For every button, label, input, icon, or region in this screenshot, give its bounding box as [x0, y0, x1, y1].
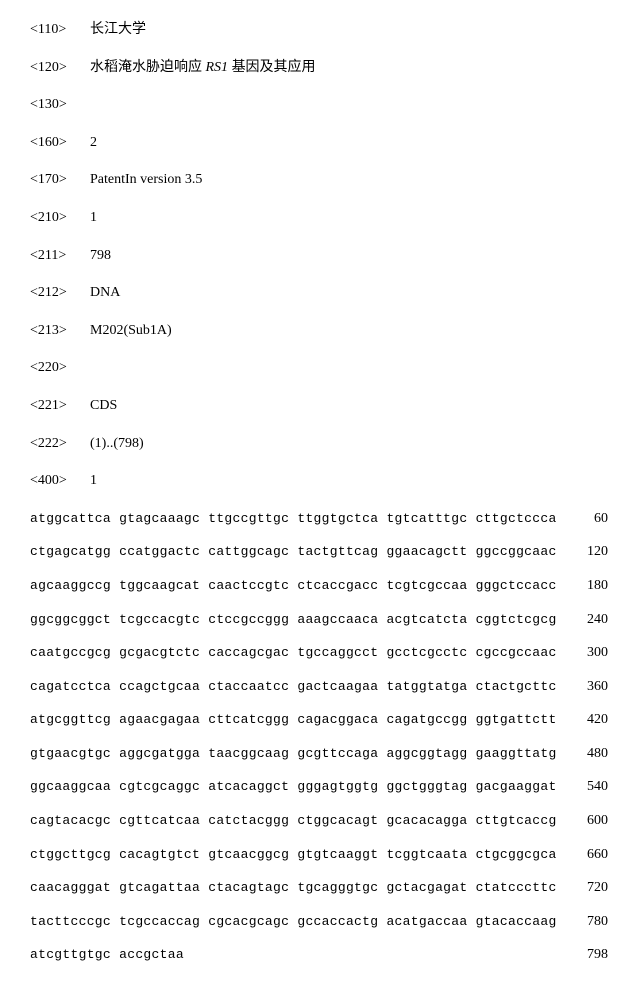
sequence-position: 780 [568, 912, 608, 932]
sequence-text: caatgccgcg gcgacgtctc caccagcgac tgccagg… [30, 644, 557, 662]
sequence-line: tacttcccgc tcgccaccag cgcacgcagc gccacca… [30, 912, 608, 932]
sequence-position: 600 [568, 811, 608, 831]
sequence-text: ggcggcggct tcgccacgtc ctccgccggg aaagcca… [30, 611, 557, 629]
sequence-text: atgcggttcg agaacgagaa cttcatcggg cagacgg… [30, 711, 557, 729]
sequence-text: ctgagcatgg ccatggactc cattggcagc tactgtt… [30, 543, 557, 561]
sequence-position: 660 [568, 845, 608, 865]
sequence-text: atggcattca gtagcaaagc ttgccgttgc ttggtgc… [30, 510, 557, 528]
sequence-line: ggcaaggcaa cgtcgcaggc atcacaggct gggagtg… [30, 777, 608, 797]
sequence-line: atgcggttcg agaacgagaa cttcatcggg cagacgg… [30, 710, 608, 730]
sequence-text: cagatcctca ccagctgcaa ctaccaatcc gactcaa… [30, 678, 557, 696]
header-line: <221> CDS [30, 396, 608, 416]
header-value-post: 基因及其应用 [228, 60, 316, 75]
sequence-text: atcgttgtgc accgctaa [30, 946, 184, 964]
header-line: <210> 1 [30, 208, 608, 228]
header-value: CDS [90, 396, 117, 416]
header-line: <130> [30, 95, 608, 115]
sequence-line: caacagggat gtcagattaa ctacagtagc tgcaggg… [30, 878, 608, 898]
header-value: 长江大学 [90, 20, 146, 40]
header-line: <213> M202(Sub1A) [30, 321, 608, 341]
sequence-position: 360 [568, 677, 608, 697]
header-tag: <130> [30, 95, 82, 115]
header-line: <170> PatentIn version 3.5 [30, 170, 608, 190]
header-value-pre: 水稻淹水胁迫响应 [90, 60, 206, 75]
header-tag: <212> [30, 283, 82, 303]
header-tag: <160> [30, 133, 82, 153]
gene-name: RS1 [206, 60, 229, 75]
sequence-text: agcaaggccg tggcaagcat caactccgtc ctcaccg… [30, 577, 557, 595]
sequence-text: gtgaacgtgc aggcgatgga taacggcaag gcgttcc… [30, 745, 557, 763]
sequence-position: 60 [568, 509, 608, 529]
header-value: M202(Sub1A) [90, 321, 172, 341]
header-tag: <400> [30, 471, 82, 491]
sequence-text: ggcaaggcaa cgtcgcaggc atcacaggct gggagtg… [30, 778, 557, 796]
sequence-line: atggcattca gtagcaaagc ttgccgttgc ttggtgc… [30, 509, 608, 529]
sequence-line: ggcggcggct tcgccacgtc ctccgccggg aaagcca… [30, 610, 608, 630]
sequence-position: 420 [568, 710, 608, 730]
sequence-position: 120 [568, 542, 608, 562]
header-tag: <170> [30, 170, 82, 190]
header-tag: <110> [30, 20, 82, 40]
header-tag: <220> [30, 358, 82, 378]
header-line: <400> 1 [30, 471, 608, 491]
header-value: PatentIn version 3.5 [90, 170, 202, 190]
header-value: 798 [90, 246, 111, 266]
header-line: <222> (1)..(798) [30, 434, 608, 454]
header-line: <212> DNA [30, 283, 608, 303]
header-line: <160> 2 [30, 133, 608, 153]
sequence-text: tacttcccgc tcgccaccag cgcacgcagc gccacca… [30, 913, 557, 931]
header-tag: <211> [30, 246, 82, 266]
header-tag: <222> [30, 434, 82, 454]
header-line: <220> [30, 358, 608, 378]
header-value: 1 [90, 208, 97, 228]
header-line: <211> 798 [30, 246, 608, 266]
sequence-line: caatgccgcg gcgacgtctc caccagcgac tgccagg… [30, 643, 608, 663]
header-tag: <221> [30, 396, 82, 416]
header-tag: <120> [30, 58, 82, 78]
sequence-text: ctggcttgcg cacagtgtct gtcaacggcg gtgtcaa… [30, 846, 557, 864]
header-line: <110> 长江大学 [30, 20, 608, 40]
header-value: 1 [90, 471, 97, 491]
header-tag: <213> [30, 321, 82, 341]
sequence-line: ctgagcatgg ccatggactc cattggcagc tactgtt… [30, 542, 608, 562]
sequence-line: ctggcttgcg cacagtgtct gtcaacggcg gtgtcaa… [30, 845, 608, 865]
sequence-text: cagtacacgc cgttcatcaa catctacggg ctggcac… [30, 812, 557, 830]
sequence-position: 180 [568, 576, 608, 596]
sequence-line: cagatcctca ccagctgcaa ctaccaatcc gactcaa… [30, 677, 608, 697]
sequence-line: atcgttgtgc accgctaa 798 [30, 945, 608, 965]
header-value: 2 [90, 133, 97, 153]
header-value: (1)..(798) [90, 434, 144, 454]
sequence-line: agcaaggccg tggcaagcat caactccgtc ctcaccg… [30, 576, 608, 596]
header-value: DNA [90, 283, 120, 303]
sequence-position: 540 [568, 777, 608, 797]
sequence-position: 480 [568, 744, 608, 764]
sequence-line: gtgaacgtgc aggcgatgga taacggcaag gcgttcc… [30, 744, 608, 764]
sequence-position: 240 [568, 610, 608, 630]
header-value: 水稻淹水胁迫响应 RS1 基因及其应用 [90, 58, 316, 78]
header-line: <120> 水稻淹水胁迫响应 RS1 基因及其应用 [30, 58, 608, 78]
sequence-position: 720 [568, 878, 608, 898]
sequence-position: 798 [568, 945, 608, 965]
header-tag: <210> [30, 208, 82, 228]
sequence-position: 300 [568, 643, 608, 663]
sequence-text: caacagggat gtcagattaa ctacagtagc tgcaggg… [30, 879, 557, 897]
sequence-line: cagtacacgc cgttcatcaa catctacggg ctggcac… [30, 811, 608, 831]
